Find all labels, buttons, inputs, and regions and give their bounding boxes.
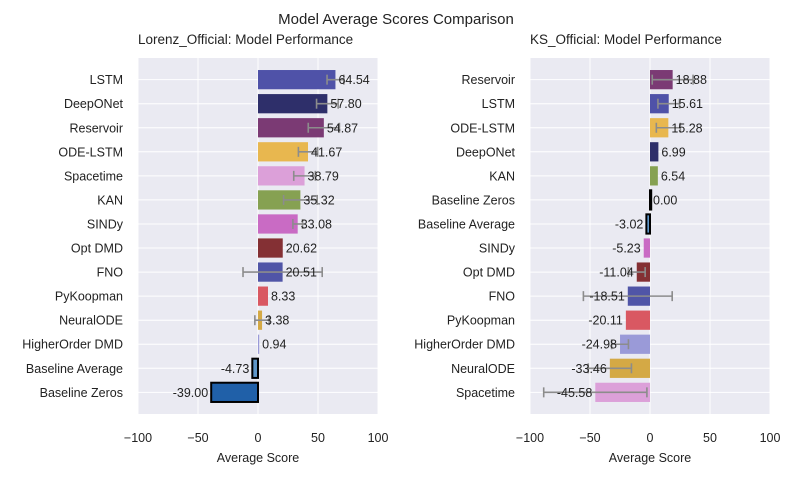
bar-deeponet — [650, 142, 659, 162]
data-label: 6.54 — [661, 169, 685, 183]
data-label: 18.88 — [676, 73, 707, 87]
data-label: 38.79 — [308, 169, 339, 183]
data-label: 54.87 — [327, 121, 358, 135]
category-label: Opt DMD — [71, 242, 123, 256]
category-label: PyKoopman — [447, 314, 515, 328]
category-label: Spacetime — [64, 169, 123, 183]
x-axis-label: Average Score — [217, 451, 300, 465]
category-label: FNO — [97, 266, 124, 280]
category-label: NeuralODE — [59, 314, 123, 328]
bar-opt-dmd — [258, 238, 283, 258]
data-label: -5.23 — [612, 242, 641, 256]
x-tick-label: −50 — [579, 431, 600, 445]
data-label: 33.08 — [301, 217, 332, 231]
x-tick-label: 100 — [760, 431, 781, 445]
data-label: -4.73 — [221, 362, 250, 376]
x-tick-label: −50 — [187, 431, 208, 445]
data-label: -11.04 — [599, 266, 634, 280]
category-label: SINDy — [87, 217, 124, 231]
data-label: 15.28 — [671, 121, 702, 135]
bar-kan — [258, 190, 301, 210]
category-label: KAN — [489, 169, 515, 183]
data-label: 8.33 — [271, 290, 295, 304]
x-tick-label: −100 — [516, 431, 544, 445]
category-label: DeepONet — [456, 145, 516, 159]
bar-higherorder-dmd — [620, 334, 650, 354]
data-label: -24.98 — [582, 338, 617, 352]
category-label: SINDy — [479, 242, 516, 256]
data-label: 0.00 — [653, 193, 677, 207]
category-label: DeepONet — [64, 97, 124, 111]
category-label: PyKoopman — [55, 290, 123, 304]
bar-deeponet — [258, 94, 328, 114]
x-tick-label: 0 — [255, 431, 262, 445]
bar-sindy — [643, 238, 650, 258]
category-label: Baseline Average — [418, 217, 515, 231]
chart-panel-lorenz: −100 −50 0 50 100 Lorenz_Official: Model Perf… — [22, 32, 388, 465]
data-label: 20.51 — [286, 266, 317, 280]
bar-lstm — [258, 70, 336, 90]
category-label: FNO — [489, 290, 516, 304]
chart-panel-ks: −100 −50 0 50 100 KS_Official: Model Performa… — [414, 32, 780, 465]
panel-title: KS_Official: Model Performance — [530, 32, 722, 47]
category-label: Baseline Zeros — [40, 386, 123, 400]
category-label: Opt DMD — [463, 266, 515, 280]
data-label: 15.61 — [672, 97, 703, 111]
bar-baseline-average — [251, 357, 260, 379]
data-label: -3.02 — [615, 217, 644, 231]
category-label: HigherOrder DMD — [22, 338, 123, 352]
bar-spacetime — [258, 166, 305, 186]
data-label: -39.00 — [173, 386, 208, 400]
x-tick-label: 0 — [647, 431, 654, 445]
category-label: Baseline Zeros — [432, 193, 515, 207]
category-label: Spacetime — [456, 386, 515, 400]
data-label: 41.67 — [311, 145, 342, 159]
category-label: NeuralODE — [451, 362, 515, 376]
bar-baseline-zeros — [210, 381, 259, 403]
data-label: 64.54 — [338, 73, 369, 87]
bar-kan — [650, 166, 658, 186]
data-label: 20.62 — [286, 242, 317, 256]
x-tick-label: 50 — [311, 431, 325, 445]
category-label: Baseline Average — [26, 362, 123, 376]
category-label: KAN — [97, 193, 123, 207]
bar-baseline-average — [645, 213, 651, 235]
data-label: -18.51 — [589, 290, 624, 304]
category-label: Reservoir — [462, 73, 516, 87]
bar-baseline-zeros — [649, 189, 653, 211]
data-label: 6.99 — [661, 145, 685, 159]
bar-sindy — [258, 214, 298, 234]
data-label: 57.80 — [330, 97, 361, 111]
x-tick-label: 50 — [703, 431, 717, 445]
x-tick-label: −100 — [124, 431, 152, 445]
data-label: 3.38 — [265, 314, 289, 328]
bar-reservoir — [258, 118, 324, 138]
bar-higherorder-dmd — [258, 334, 260, 354]
category-label: LSTM — [482, 97, 515, 111]
category-label: LSTM — [90, 73, 123, 87]
panel-title: Lorenz_Official: Model Performance — [138, 32, 353, 47]
category-label: Reservoir — [70, 121, 124, 135]
bar-pykoopman — [258, 286, 268, 306]
category-label: ODE-LSTM — [450, 121, 515, 135]
bar-pykoopman — [625, 310, 650, 330]
category-label: ODE-LSTM — [58, 145, 123, 159]
figure-suptitle: Model Average Scores Comparison — [278, 11, 514, 28]
data-label: -20.11 — [588, 314, 623, 328]
data-label: -33.46 — [571, 362, 606, 376]
x-tick-label: 100 — [368, 431, 389, 445]
data-label: 0.94 — [262, 338, 286, 352]
bar-ode-lstm — [258, 142, 309, 162]
data-label: 35.32 — [303, 193, 334, 207]
data-label: -45.58 — [557, 386, 592, 400]
x-axis-label: Average Score — [609, 451, 692, 465]
category-label: HigherOrder DMD — [414, 338, 515, 352]
